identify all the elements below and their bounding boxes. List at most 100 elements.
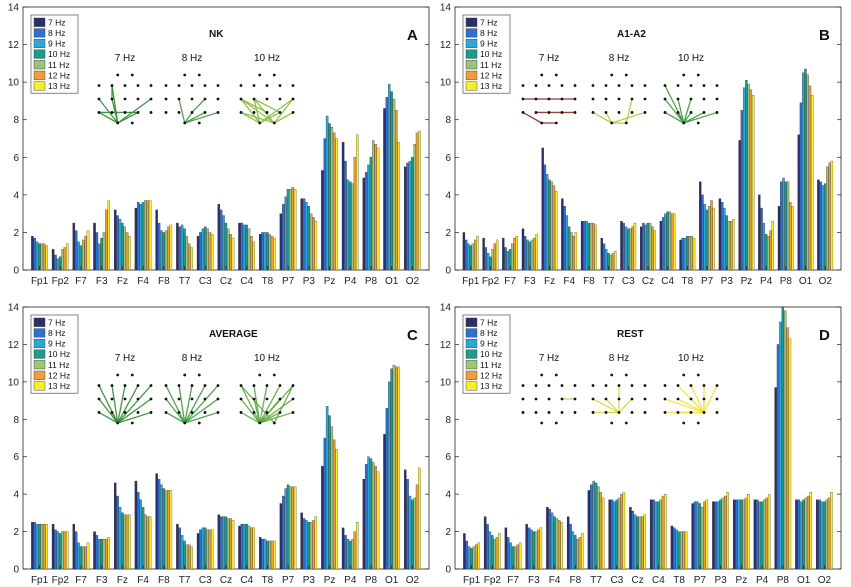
bar-b-c4-4 [668, 211, 672, 271]
bar-d-f8-0 [566, 516, 570, 570]
y-tick-label: 8 [13, 415, 19, 426]
y-tick-label: 2 [13, 228, 19, 239]
bar-b-fp1-6 [476, 236, 479, 271]
bar-d-f4-5 [558, 520, 561, 570]
bar-d-t7-5 [599, 492, 602, 570]
bar-a-fp1-0 [31, 236, 34, 271]
electrode-dot [116, 421, 120, 425]
bar-d-c3-0 [608, 499, 611, 570]
electrode-dot [715, 97, 719, 101]
bar-c-o2-6 [418, 467, 421, 570]
bar-d-o2-1 [818, 499, 821, 570]
electrode-dot [136, 397, 140, 401]
bar-d-c3-4 [617, 497, 621, 570]
bar-d-fp2-2 [488, 531, 492, 570]
y-tick-label: 4 [445, 490, 451, 501]
electrode-dot [190, 411, 194, 414]
x-tick-label: P7 [282, 276, 295, 287]
bar-c-c4-2 [243, 523, 246, 570]
bar-a-fp1-5 [42, 243, 46, 271]
electrode-dot [252, 411, 256, 414]
bar-c-pz-4 [330, 426, 334, 570]
electrode-dot [116, 73, 120, 77]
bar-c-c3-6 [211, 529, 214, 570]
y-tick-label: 8 [13, 115, 19, 126]
bar-a-o2-1 [406, 162, 409, 271]
electrode-dot [177, 97, 181, 101]
electrode-dot [604, 84, 608, 87]
bar-a-t8-1 [261, 232, 264, 271]
x-tick-label: F3 [528, 575, 540, 586]
bar-b-t8-4 [688, 236, 691, 271]
bar-b-p3-3 [725, 215, 728, 271]
x-tick-label: C4 [240, 575, 253, 586]
electrode-dot [258, 73, 262, 77]
bar-a-f4-5 [146, 200, 149, 271]
bar-b-c4-3 [666, 211, 669, 271]
bar-c-f3-5 [105, 538, 108, 570]
electrode-dot [663, 397, 667, 401]
electrode-dot [272, 121, 276, 125]
legend-entry: 7 Hz [48, 17, 65, 27]
bar-b-o2-5 [828, 162, 831, 271]
bar-c-p3-1 [302, 518, 306, 570]
bar-d-c4-1 [652, 499, 655, 570]
bar-a-t8-5 [270, 236, 274, 271]
bar-a-t8-4 [268, 234, 271, 271]
bar-b-o2-1 [819, 181, 822, 271]
electrode-dot [554, 421, 558, 425]
bar-a-p4-0 [341, 142, 345, 271]
x-tick-label: Fp1 [462, 276, 480, 287]
legend-entry: 13 Hz [480, 81, 502, 91]
bar-c-t8-3 [266, 540, 269, 570]
electrode-dot [682, 73, 686, 77]
bar-a-cz-2 [222, 215, 225, 271]
bar-d-f4-1 [548, 508, 551, 570]
bar-b-f3-6 [535, 234, 538, 271]
electrode-dot [239, 84, 243, 87]
inset-label: 8 Hz [182, 53, 203, 64]
bar-c-f8-3 [162, 488, 165, 570]
bar-a-p4-5 [353, 157, 357, 271]
y-tick-label: 0 [445, 266, 451, 277]
electrode-dot [278, 411, 282, 414]
bar-b-fp1-0 [462, 232, 466, 271]
legend-entry: 9 Hz [48, 39, 65, 49]
bar-c-p8-5 [374, 465, 377, 570]
bar-c-o1-3 [390, 368, 393, 570]
electrode-dot [663, 97, 667, 101]
panel-title: AVERAGE [209, 329, 258, 340]
electrode-dot [97, 111, 101, 114]
bar-a-f4-0 [134, 207, 138, 271]
electrode-dot [643, 97, 647, 101]
bar-c-f7-2 [77, 542, 80, 570]
y-tick-label: 10 [440, 377, 452, 388]
bar-d-pz-2 [737, 499, 741, 570]
electrode-dot [643, 411, 647, 414]
bar-c-t7-1 [178, 527, 181, 570]
bar-c-fp2-0 [51, 523, 55, 570]
bar-b-f3-1 [524, 236, 527, 271]
bar-b-p3-2 [723, 207, 726, 271]
bar-d-pz-1 [735, 499, 738, 570]
y-tick-label: 6 [13, 153, 19, 164]
bar-c-pz-1 [323, 437, 326, 570]
connectivity-link [184, 411, 219, 424]
x-tick-label: C3 [610, 575, 623, 586]
bar-c-p4-5 [353, 531, 357, 570]
bar-c-t7-4 [185, 544, 189, 570]
bar-b-t8-0 [679, 239, 682, 271]
bar-a-t8-3 [266, 232, 269, 271]
bar-a-t8-0 [259, 234, 262, 271]
bar-c-p3-3 [307, 522, 310, 570]
electrode-dot [164, 411, 168, 414]
bar-a-f7-2 [77, 241, 80, 271]
head-map-inset: 8 Hz [164, 353, 220, 425]
bar-b-f4-4 [570, 232, 573, 271]
bar-d-p3-0 [712, 501, 715, 570]
x-tick-label: P8 [365, 575, 378, 586]
electrode-dot [521, 384, 525, 387]
legend-swatch [465, 49, 478, 59]
